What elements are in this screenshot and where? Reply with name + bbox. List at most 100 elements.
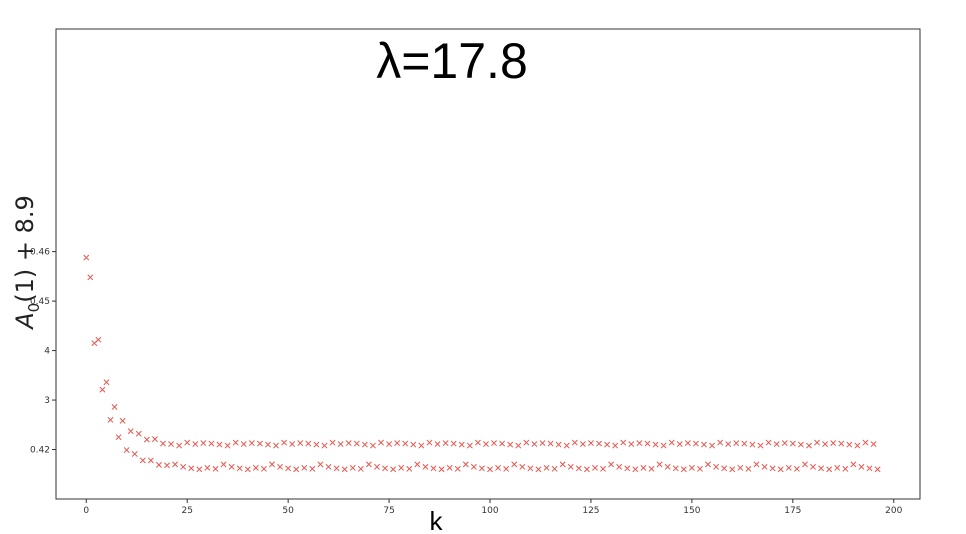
data-point	[495, 464, 502, 471]
data-point	[244, 466, 251, 473]
data-point	[600, 465, 607, 472]
x-tick-label: 75	[383, 506, 394, 516]
data-point	[172, 461, 179, 468]
data-point	[551, 465, 558, 472]
data-point	[729, 466, 736, 473]
data-point	[180, 463, 187, 470]
data-point	[402, 440, 409, 447]
y-axis-title-main: A	[11, 312, 39, 330]
data-point	[317, 461, 324, 468]
data-point	[563, 442, 570, 449]
y-tick-label: 0.42	[30, 446, 50, 456]
y-axis-title-rest: (1) + 8.9	[11, 195, 39, 303]
data-point	[454, 465, 461, 472]
data-point	[826, 466, 833, 473]
x-tick-label: 50	[282, 506, 294, 516]
y-tick-label: 0.46	[30, 248, 50, 258]
data-point	[139, 457, 146, 464]
data-point	[656, 461, 663, 468]
data-point	[785, 464, 792, 471]
data-point	[325, 463, 332, 470]
data-point	[527, 465, 534, 472]
data-point	[143, 436, 150, 443]
data-point	[337, 441, 344, 448]
data-point	[446, 464, 453, 471]
data-point	[357, 465, 364, 472]
data-point	[155, 461, 162, 468]
data-point	[717, 439, 724, 446]
x-axis-title: k	[430, 506, 444, 534]
data-point	[123, 447, 130, 453]
data-point	[422, 463, 429, 470]
data-point	[248, 440, 255, 447]
data-point	[777, 466, 784, 473]
data-point	[749, 441, 756, 448]
data-point	[478, 465, 485, 472]
data-point	[632, 466, 639, 473]
data-point	[628, 441, 635, 448]
data-point	[414, 461, 421, 468]
data-point	[394, 440, 401, 447]
data-point	[692, 440, 699, 447]
data-point	[535, 466, 542, 473]
data-point	[240, 441, 247, 448]
x-tick-label: 0	[83, 506, 89, 516]
data-point	[168, 441, 175, 448]
data-point	[676, 441, 683, 448]
data-point	[99, 386, 106, 393]
data-point	[321, 442, 328, 449]
data-point	[474, 439, 481, 446]
data-point	[192, 441, 199, 448]
x-axis-ticks: 0 25 50 75 100 125 150 175 200	[83, 499, 903, 516]
data-point	[252, 464, 259, 471]
data-point	[204, 464, 211, 471]
data-point	[232, 439, 239, 446]
data-point	[216, 441, 223, 448]
data-point	[838, 440, 845, 447]
data-point	[442, 440, 449, 447]
data-point	[382, 465, 389, 472]
data-point	[745, 465, 752, 472]
data-point	[547, 440, 554, 447]
data-point	[220, 461, 227, 468]
data-point	[523, 439, 530, 446]
data-point	[313, 441, 320, 448]
data-point	[672, 465, 679, 472]
x-tick-label: 100	[481, 506, 498, 516]
data-point	[369, 442, 376, 449]
data-point	[119, 417, 126, 424]
data-point	[164, 462, 170, 469]
data-point	[289, 441, 296, 448]
data-point	[277, 463, 284, 470]
data-point	[378, 439, 384, 446]
data-point	[398, 464, 405, 471]
data-point	[434, 441, 441, 448]
data-point	[781, 440, 788, 447]
data-point	[543, 464, 550, 471]
x-tick-label: 125	[582, 506, 599, 516]
data-point	[737, 464, 744, 471]
data-point	[386, 441, 393, 448]
data-point	[341, 466, 348, 473]
chart-title: λ=17.8	[376, 33, 528, 89]
data-point	[470, 463, 477, 470]
data-point	[430, 465, 437, 472]
data-point	[458, 441, 465, 448]
data-point	[301, 464, 308, 471]
data-point	[846, 441, 853, 448]
data-point	[507, 441, 514, 448]
data-point	[345, 440, 352, 447]
y-axis-title: A0(1) + 8.9	[11, 195, 43, 331]
data-point	[874, 466, 881, 473]
data-point	[115, 434, 122, 441]
data-point	[160, 440, 166, 447]
data-point	[797, 441, 804, 448]
data-point	[753, 461, 760, 468]
data-point	[596, 440, 602, 447]
data-point	[660, 442, 667, 449]
data-point	[810, 463, 816, 470]
data-point	[793, 465, 800, 472]
data-point	[592, 464, 598, 471]
data-point	[305, 440, 312, 447]
